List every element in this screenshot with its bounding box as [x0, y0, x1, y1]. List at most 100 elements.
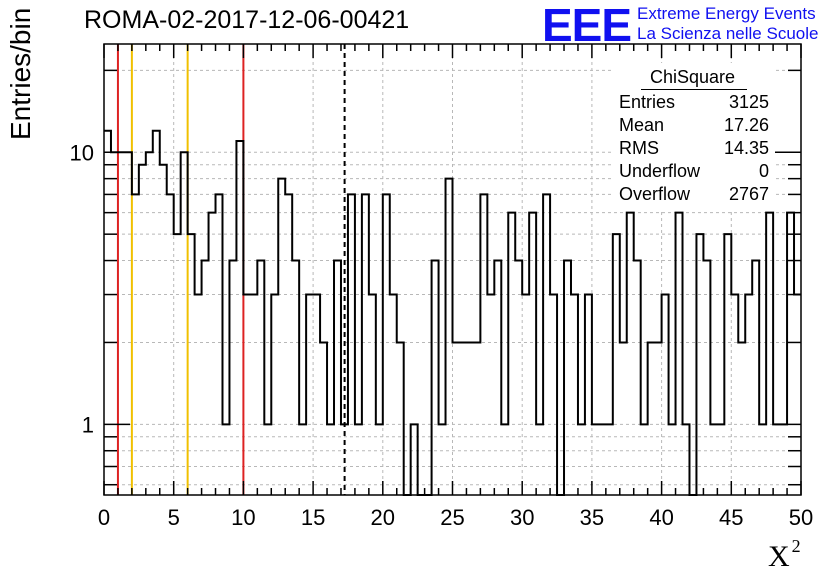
histogram-bin: [257, 261, 264, 495]
histogram-bin: [648, 342, 655, 495]
histogram-bin: [229, 261, 236, 495]
x-tick-label: 20: [371, 505, 395, 530]
histogram-bin: [174, 234, 181, 495]
histogram-bin: [222, 424, 229, 495]
stats-row-rms: RMS 14.35: [619, 138, 769, 160]
histogram-bin: [536, 424, 543, 495]
logo-line-2: La Scienza nelle Scuole: [637, 24, 819, 43]
histogram-bin: [202, 261, 209, 495]
histogram-bin: [738, 342, 745, 495]
histogram-bin: [543, 194, 550, 495]
histogram-bin: [313, 295, 320, 495]
histogram-bin: [104, 131, 111, 495]
histogram-bin: [676, 213, 683, 495]
histogram-bin: [466, 342, 473, 495]
histogram-bin: [494, 261, 501, 495]
x-tick-label: 40: [649, 505, 673, 530]
stats-title: ChiSquare: [649, 67, 736, 87]
histogram-bin: [703, 261, 710, 495]
histogram-bin: [564, 261, 571, 495]
histogram-bin: [299, 424, 306, 495]
stats-box: ChiSquare Entries 3125 Mean 17.26 RMS 14…: [611, 63, 774, 209]
histogram-bin: [669, 424, 676, 495]
y-tick-label: 1: [82, 412, 94, 437]
histogram-bin: [501, 424, 508, 495]
histogram-bin: [724, 234, 731, 495]
stats-row-overflow: Overflow 2767: [619, 184, 769, 206]
stats-value: 3125: [728, 92, 769, 112]
stats-key: Underflow: [619, 161, 701, 181]
histogram-bin: [620, 342, 627, 495]
histogram-bin: [334, 261, 341, 495]
histogram-bin: [181, 152, 188, 495]
histogram-bin: [209, 213, 216, 495]
histogram-bin: [132, 194, 139, 495]
histogram-bin: [487, 295, 494, 495]
x-tick-label: 0: [98, 505, 110, 530]
x-tick-label: 30: [510, 505, 534, 530]
x-tick-label: 45: [719, 505, 743, 530]
histogram-bin: [411, 424, 418, 495]
histogram-bin: [216, 194, 223, 495]
histogram-bin: [613, 234, 620, 495]
histogram-bin: [383, 194, 390, 495]
histogram-bin: [794, 295, 801, 495]
histogram-bin: [655, 342, 662, 495]
histogram-bin: [787, 213, 794, 495]
histogram-bin: [348, 194, 355, 495]
histogram-bin: [250, 295, 257, 495]
stats-key: RMS: [619, 138, 659, 158]
histogram-bin: [264, 424, 271, 495]
histogram-bin: [362, 194, 369, 495]
histogram-bin: [515, 261, 522, 495]
histogram-bin: [453, 342, 460, 495]
histogram-bin: [278, 179, 285, 495]
histogram-bin: [731, 295, 738, 495]
x-tick-label: 10: [231, 505, 255, 530]
histogram-bin: [292, 261, 299, 495]
stats-row-underflow: Underflow 0: [619, 161, 769, 183]
histogram-bin: [439, 424, 446, 495]
stats-value: 17.26: [723, 115, 769, 135]
x-axis-label-text: X: [768, 540, 790, 573]
histogram-bin: [529, 213, 536, 495]
histogram-bin: [160, 165, 167, 495]
histogram-bin: [188, 234, 195, 495]
stats-title-underline: [641, 89, 747, 90]
y-axis-label: Entries/bin: [5, 7, 36, 140]
histogram-bin: [306, 295, 313, 495]
histogram-bin: [710, 424, 717, 495]
histogram-bin: [683, 424, 690, 495]
histogram-bin: [766, 213, 773, 495]
histogram-bin: [111, 152, 118, 495]
stats-value: 14.35: [723, 138, 769, 158]
stats-key: Entries: [619, 92, 676, 112]
histogram-bin: [578, 424, 585, 495]
y-axis-label-wrap: Entries/bin: [5, 8, 36, 140]
histogram-bin: [662, 295, 669, 495]
histogram-bin: [780, 424, 787, 495]
histogram-bin: [627, 213, 634, 495]
chart-title: ROMA-02-2017-12-06-00421: [84, 6, 410, 34]
histogram-bin: [236, 141, 243, 495]
x-tick-label: 5: [168, 505, 180, 530]
histogram-bin: [139, 165, 146, 495]
histogram-bin: [432, 261, 439, 495]
histogram-bin: [153, 131, 160, 495]
x-tick-label: 35: [580, 505, 604, 530]
histogram-bin: [125, 152, 132, 495]
histogram-bin: [341, 424, 348, 495]
histogram-bin: [243, 295, 250, 495]
stats-row-entries: Entries 3125: [619, 92, 769, 114]
histogram-bin: [118, 152, 125, 495]
histogram-bin: [369, 295, 376, 495]
histogram-bin: [480, 194, 487, 495]
x-tick-label: 50: [789, 505, 813, 530]
y-tick-label: 10: [70, 140, 94, 165]
stats-row-mean: Mean 17.26: [619, 115, 769, 137]
histogram-bin: [473, 342, 480, 495]
histogram-bin: [146, 152, 153, 495]
stats-value: 0: [758, 161, 769, 181]
